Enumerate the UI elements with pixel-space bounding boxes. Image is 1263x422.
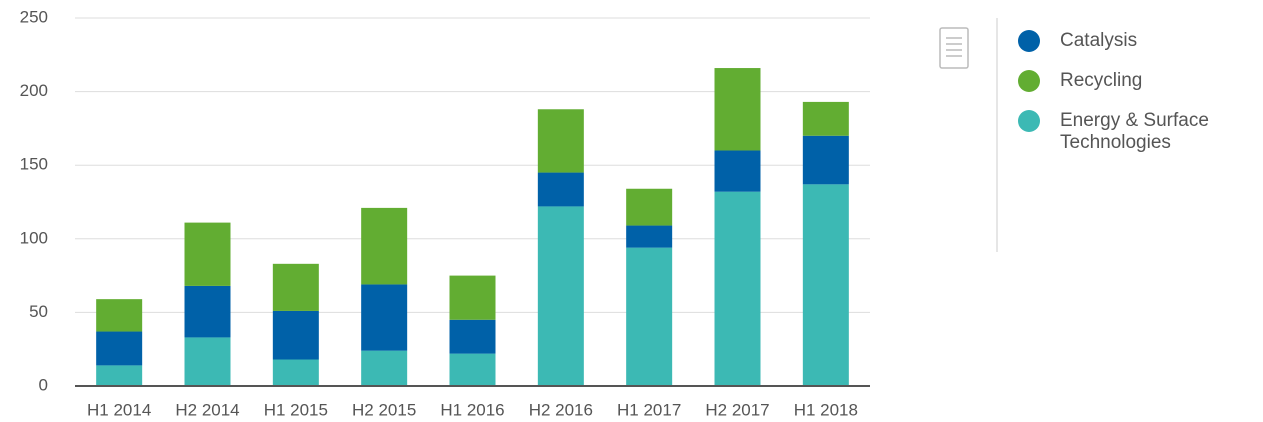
bar-segment [361,207,408,285]
x-tick-label: H2 2016 [529,400,593,419]
x-tick-label: H2 2017 [705,400,769,419]
bar-segment [361,350,408,386]
bar-segment [449,275,496,320]
bar-segment [537,109,584,173]
legend: Catalysis Recycling Energy & Surface Techn… [1018,30,1248,172]
bar-segment [802,101,849,136]
bar-segment [184,337,231,386]
bar-segment [802,184,849,386]
bar-segment [272,310,319,360]
x-tick-label: H1 2016 [440,400,504,419]
bar-segment [449,319,496,354]
bar-segment [96,331,143,366]
x-tick-label: H2 2015 [352,400,416,419]
bar-segment [626,247,673,386]
x-tick-label: H1 2018 [794,400,858,419]
bar-segment [714,68,761,151]
bar-segment [714,191,761,386]
bar-segment [802,135,849,185]
bar-segment [361,284,408,351]
bar-segment [626,225,673,248]
legend-item[interactable]: Catalysis [1018,30,1248,52]
y-tick-label: 0 [39,375,48,394]
bar-segment [184,285,231,338]
bar-segment [272,263,319,311]
y-tick-label: 50 [29,302,48,321]
y-tick-label: 250 [20,7,48,26]
x-tick-label: H1 2014 [87,400,151,419]
bar-segment [714,150,761,192]
bar-segment [537,206,584,386]
legend-item[interactable]: Energy & Surface Technologies [1018,110,1248,154]
y-tick-label: 100 [20,228,48,247]
legend-swatch [1018,30,1040,52]
y-tick-label: 200 [20,81,48,100]
bar-segment [96,299,143,332]
legend-label: Catalysis [1060,30,1138,51]
legend-swatch [1018,110,1040,132]
legend-label: Recycling [1060,70,1143,91]
bar-segment [184,222,231,286]
bar-segment [272,359,319,386]
menu-icon[interactable] [939,27,969,69]
x-tick-label: H2 2014 [175,400,239,419]
legend-item[interactable]: Recycling [1018,70,1248,92]
y-tick-label: 150 [20,155,48,174]
bar-segment [449,353,496,386]
bar-segment [96,365,143,386]
legend-swatch [1018,70,1040,92]
legend-label: Energy & Surface Technologies [1060,110,1209,153]
bar-segment [537,172,584,207]
x-tick-label: H1 2017 [617,400,681,419]
x-tick-label: H1 2015 [264,400,328,419]
bar-segment [626,188,673,226]
